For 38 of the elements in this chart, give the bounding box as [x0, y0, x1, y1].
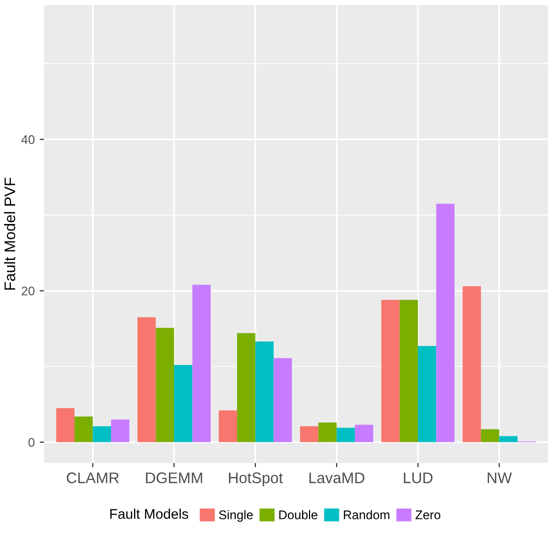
legend-label: Random — [344, 510, 390, 520]
x-tick-label: CLAMR — [66, 472, 119, 484]
legend-label: Zero — [416, 510, 440, 520]
bar — [192, 284, 211, 442]
bar — [274, 358, 292, 442]
bar — [255, 342, 274, 442]
bar — [218, 410, 238, 442]
bar — [174, 364, 192, 442]
bar — [336, 428, 355, 442]
bar — [418, 346, 436, 442]
x-tick-label: LavaMD — [309, 472, 364, 484]
bar — [74, 416, 93, 442]
bar — [436, 204, 455, 442]
y-tick-label: 20 — [22, 286, 34, 296]
bar — [354, 424, 374, 442]
bar — [300, 426, 318, 442]
x-tick-label: HotSpot — [229, 472, 283, 486]
bar — [381, 300, 400, 442]
bar — [237, 333, 256, 442]
bar — [92, 426, 112, 442]
x-tick-label: NW — [488, 472, 512, 484]
bar — [499, 436, 518, 442]
bar — [318, 422, 337, 442]
bar — [137, 317, 156, 442]
y-tick-label: 40 — [21, 135, 34, 144]
bar — [111, 419, 130, 442]
bar — [56, 408, 74, 442]
y-axis-title: Fault Model PVF — [4, 178, 16, 290]
y-tick-label: 0 — [28, 438, 34, 447]
bar — [462, 286, 481, 442]
legend-label: Double — [279, 510, 318, 520]
bar — [400, 300, 418, 442]
bar — [480, 429, 500, 442]
x-tick-label: LUD — [404, 472, 432, 484]
legend-label: Single — [219, 510, 253, 522]
x-tick-label: DGEMM — [146, 472, 202, 484]
bar — [156, 328, 174, 442]
legend-title: Fault Models — [110, 508, 188, 519]
